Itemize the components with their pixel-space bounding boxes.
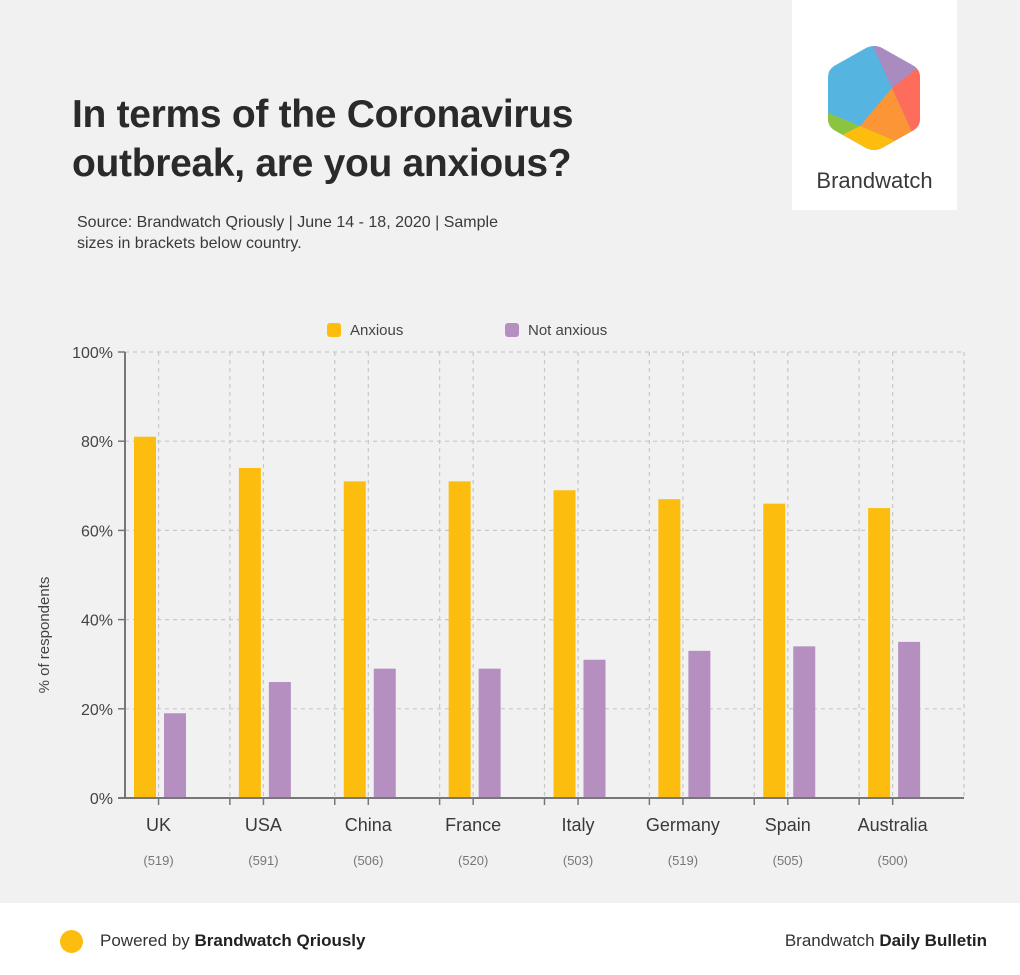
- bar-not-anxious-australia: [898, 641, 921, 798]
- y-axis-label: % of respondents: [36, 577, 53, 694]
- bar-anxious-spain: [763, 503, 786, 798]
- brandwatch-hexagon-icon: [828, 46, 920, 150]
- y-tick-label: 40%: [81, 613, 113, 630]
- y-tick-label: 20%: [81, 702, 113, 719]
- sample-size-label: (500): [878, 853, 908, 868]
- powered-by-brand: Brandwatch Qriously: [194, 931, 366, 950]
- x-category-label: France: [445, 815, 501, 835]
- bar-not-anxious-china: [373, 668, 396, 798]
- x-category-label: Australia: [858, 815, 929, 835]
- axis-labels: 0% 20% 40% 60% 80% 100% UK (519) USA (591) China (5…: [72, 345, 929, 868]
- y-tick-label: 60%: [81, 523, 113, 540]
- powered-by-text: Powered by Brandwatch Qriously: [100, 931, 365, 951]
- sample-size-label: (503): [563, 853, 593, 868]
- legend: Anxious Not anxious: [327, 322, 607, 339]
- chart-title: In terms of the Coronavirus outbreak, ar…: [72, 93, 574, 185]
- x-category-label: Italy: [562, 815, 595, 835]
- bar-not-anxious-france: [478, 668, 501, 798]
- x-category-label: China: [345, 815, 393, 835]
- bar-not-anxious-uk: [164, 713, 186, 798]
- x-category-label: UK: [146, 815, 171, 835]
- powered-by-prefix: Powered by: [100, 931, 195, 950]
- sample-size-label: (520): [458, 853, 488, 868]
- bar-anxious-uk: [134, 436, 156, 798]
- bulletin-prefix: Brandwatch: [784, 931, 880, 950]
- x-category-label: Germany: [646, 815, 720, 835]
- y-tick-label: 100%: [72, 345, 113, 362]
- bar-anxious-australia: [868, 508, 891, 798]
- daily-bulletin-text: Brandwatch Daily Bulletin: [785, 931, 987, 951]
- bar-anxious-china: [343, 481, 366, 798]
- axes: [118, 351, 964, 805]
- sample-size-label: (519): [143, 853, 173, 868]
- logo-segment-green: [828, 112, 860, 136]
- bar-anxious-usa: [238, 467, 261, 798]
- bar-not-anxious-italy: [583, 659, 606, 798]
- x-category-label: USA: [245, 815, 282, 835]
- y-tick-label: 80%: [81, 434, 113, 451]
- bar-chart: 0% 20% 40% 60% 80% 100% UK (519) USA (591) China (5…: [36, 322, 965, 868]
- x-category-label: Spain: [765, 815, 811, 835]
- sample-size-label: (505): [773, 853, 803, 868]
- legend-label: Not anxious: [528, 322, 607, 339]
- bar-anxious-italy: [553, 490, 576, 798]
- sample-size-label: (591): [248, 853, 278, 868]
- bar-not-anxious-usa: [268, 682, 291, 798]
- logo-text: Brandwatch: [816, 168, 933, 193]
- bar-anxious-germany: [658, 499, 681, 798]
- y-tick-label: 0%: [90, 791, 113, 808]
- sample-size-label: (519): [668, 853, 698, 868]
- legend-swatch-anxious: [327, 323, 341, 337]
- brandwatch-logo-card: Brandwatch: [792, 0, 957, 210]
- bars: [134, 436, 921, 798]
- grid-lines: [125, 351, 965, 798]
- footer-dot-icon: [60, 930, 83, 953]
- bar-anxious-france: [448, 481, 471, 798]
- footer: Powered by Brandwatch Qriously Brandwatc…: [0, 903, 1020, 975]
- logo-segment-red: [892, 64, 920, 134]
- bulletin-name: Daily Bulletin: [879, 931, 987, 950]
- legend-swatch-not-anxious: [505, 323, 519, 337]
- bar-not-anxious-germany: [688, 650, 711, 798]
- sample-size-label: (506): [353, 853, 383, 868]
- logo-segment-orange: [860, 88, 912, 142]
- bar-not-anxious-spain: [793, 646, 816, 798]
- legend-label: Anxious: [350, 322, 403, 339]
- chart-subtitle: Source: Brandwatch Qriously | June 14 - …: [77, 214, 498, 252]
